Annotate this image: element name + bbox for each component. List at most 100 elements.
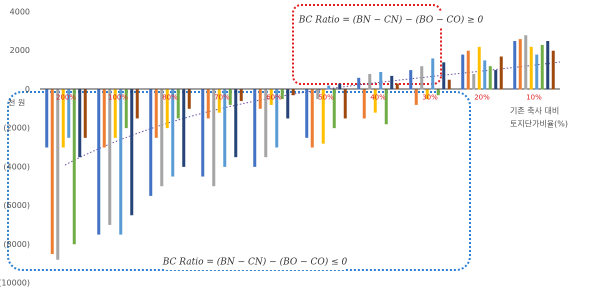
bar — [362, 89, 366, 119]
bar — [472, 73, 476, 90]
bar — [466, 50, 470, 90]
bar — [113, 89, 117, 138]
bar — [483, 60, 487, 90]
bar — [343, 89, 347, 119]
bar — [390, 75, 394, 90]
bar — [61, 89, 65, 148]
bar — [379, 72, 383, 90]
bar — [264, 89, 268, 158]
bar — [67, 89, 71, 138]
x-tick-label: 10% — [526, 93, 542, 101]
bar — [234, 89, 238, 158]
bar — [56, 89, 60, 260]
bar — [535, 54, 539, 90]
bar — [305, 89, 309, 138]
bar — [316, 89, 320, 100]
bar — [239, 89, 243, 102]
bar — [275, 89, 279, 148]
y-tick-label: (4000) — [3, 162, 30, 171]
bar — [280, 89, 284, 100]
bar — [420, 66, 424, 90]
bar — [321, 89, 325, 144]
bar — [310, 89, 314, 148]
x-axis-label: 토지단가비율(%) — [510, 119, 568, 129]
bar — [253, 89, 257, 167]
bar — [258, 89, 262, 109]
bar — [160, 89, 164, 187]
x-tick-label: 80% — [162, 93, 178, 101]
bar — [461, 54, 465, 90]
bar — [529, 46, 533, 90]
bar — [409, 70, 413, 90]
y-tick-label: 4000 — [10, 8, 30, 17]
bar — [425, 89, 429, 100]
bar — [373, 89, 377, 113]
bar — [83, 89, 87, 138]
bar — [286, 89, 290, 119]
bar — [540, 44, 544, 90]
annotation: BC Ratio = (BN − CN) − (BO − CO) ≤ 0 — [162, 257, 348, 268]
bar — [513, 41, 517, 90]
bar — [395, 83, 399, 90]
bar — [135, 89, 139, 119]
x-tick-label: 50% — [318, 93, 334, 101]
bar — [499, 56, 503, 90]
x-tick-label: 60% — [266, 93, 282, 101]
bar — [50, 89, 54, 254]
bar — [212, 89, 216, 187]
x-axis-label: 기존 축사 대비 — [510, 107, 559, 116]
bar — [494, 70, 498, 90]
bar — [149, 89, 153, 196]
bar — [431, 58, 435, 90]
bar — [102, 89, 106, 148]
annotation-bg — [165, 254, 345, 270]
bar — [368, 73, 372, 90]
bar — [78, 89, 82, 158]
x-tick-label: 70% — [214, 93, 230, 101]
bar — [108, 89, 112, 225]
bar — [165, 89, 169, 129]
bar — [187, 89, 191, 109]
bar — [154, 89, 158, 138]
negative-region-box — [7, 91, 471, 271]
bar — [223, 89, 227, 167]
x-tick-label: 200% — [56, 93, 76, 101]
bar — [228, 89, 232, 105]
bar — [201, 89, 205, 177]
y-tick-label: (2000) — [3, 124, 30, 133]
bar — [436, 89, 440, 96]
y-unit-label: 천 원 — [8, 98, 25, 108]
y-tick-label: (6000) — [3, 201, 30, 210]
bar — [357, 77, 361, 90]
bar — [119, 89, 123, 235]
annotation: BC Ratio = (BN − CN) − (BO − CO) ≥ 0 — [298, 15, 484, 26]
x-tick-label: 100% — [108, 93, 128, 101]
bar — [332, 89, 336, 129]
bar — [518, 39, 522, 90]
x-tick-label: 30% — [422, 93, 438, 101]
bar — [442, 62, 446, 90]
bar — [488, 66, 492, 90]
bar — [414, 89, 418, 105]
annotation-bg — [330, 12, 452, 28]
x-tick-label: 20% — [474, 93, 490, 101]
bar — [447, 79, 451, 90]
bar — [551, 50, 555, 90]
positive-region-box — [292, 4, 442, 85]
bar — [384, 89, 388, 125]
bar — [97, 89, 101, 235]
bar — [524, 35, 528, 90]
bar — [291, 89, 295, 96]
bar — [130, 89, 134, 216]
bar — [171, 89, 175, 177]
bar — [546, 41, 550, 90]
bar — [72, 89, 76, 245]
bar — [206, 89, 210, 119]
bar — [124, 89, 128, 129]
bar — [338, 83, 342, 90]
y-tick-label: 2000 — [10, 46, 30, 55]
y-tick-label: (8000) — [3, 240, 30, 249]
y-tick-label: 0 — [25, 85, 30, 94]
bar — [477, 46, 481, 90]
